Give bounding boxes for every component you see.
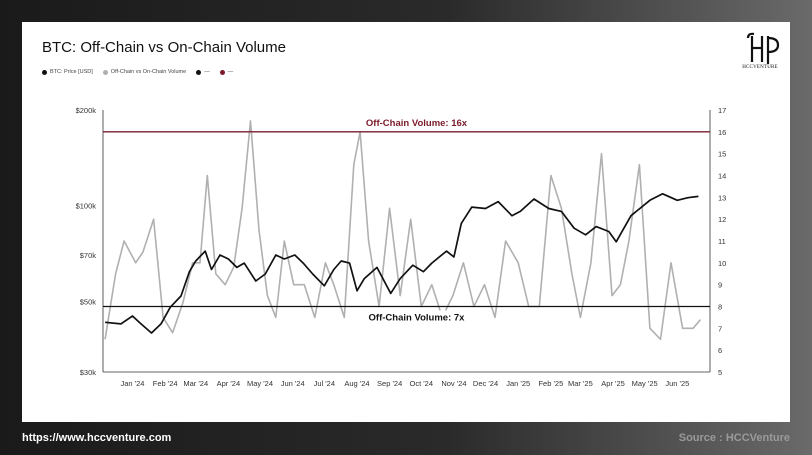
legend-item-price: BTC: Price [USD] [42, 69, 93, 75]
legend-swatch-price [42, 69, 47, 75]
x-tick-label: Jan '24 [121, 379, 145, 388]
legend-swatch-lower-ref [196, 69, 202, 75]
y-right-tick-label: 6 [718, 346, 722, 355]
legend-label-price: BTC: Price [USD] [50, 69, 93, 75]
x-tick-label: Mar '25 [568, 379, 593, 388]
y-right-tick-label: 14 [718, 172, 726, 181]
legend-label-lower-ref: — [204, 69, 210, 75]
x-tick-label: Sep '24 [377, 379, 402, 388]
legend-label-ratio: Off-Chain vs On-Chain Volume [110, 69, 187, 75]
y-right-tick-label: 5 [718, 368, 722, 377]
y-right-tick-label: 8 [718, 303, 722, 312]
legend-item-ratio: Off-Chain vs On-Chain Volume [102, 69, 187, 75]
series-line-volume-ratio [104, 120, 702, 341]
x-tick-label: Oct '24 [409, 379, 433, 388]
x-tick-label: Aug '24 [344, 379, 369, 388]
legend-item-upper-ref: — [219, 69, 234, 75]
y-right-tick-label: 7 [718, 324, 722, 333]
legend-swatch-ratio [102, 69, 108, 75]
legend-swatch-upper-ref [219, 69, 225, 75]
y-left-tick-label: $30k [80, 368, 97, 377]
x-tick-label: Mar '24 [183, 379, 208, 388]
y-right-tick-label: 15 [718, 150, 726, 159]
x-tick-label: Dec '24 [473, 379, 498, 388]
y-right-tick-label: 11 [718, 237, 726, 246]
y-right-tick-label: 10 [718, 259, 726, 268]
reference-label-7x: Off-Chain Volume: 7x [369, 313, 466, 324]
hccventure-logo-icon [746, 32, 780, 64]
series-line-btc-price [105, 192, 699, 334]
y-left-tick-label: $70k [80, 251, 97, 260]
x-tick-label: Nov '24 [441, 379, 466, 388]
logo-text: HCCVENTURE [742, 65, 778, 70]
y-left-tick-label: $50k [80, 297, 97, 306]
chart-plot: $30k $50k $70k $100k $200k 5 6 7 8 9 10 11 12 13 14 15 1… [76, 106, 727, 388]
y-right-tick-label: 9 [718, 281, 722, 290]
x-tick-label: May '25 [632, 379, 658, 388]
x-tick-label: Feb '25 [538, 379, 563, 388]
x-tick-label: Feb '24 [153, 379, 178, 388]
y-right-tick-label: 17 [718, 106, 726, 115]
y-right-tick-label: 16 [718, 128, 726, 137]
chart-card: BTC: Off-Chain vs On-Chain Volume HCCVEN… [22, 22, 790, 422]
legend-label-upper-ref: — [227, 69, 234, 75]
y-right-tick-label: 12 [718, 215, 726, 224]
y-right-tick-label: 13 [718, 193, 726, 202]
y-left-tick-label: $200k [76, 106, 97, 115]
reference-label-16x: Off-Chain Volume: 16x [366, 118, 468, 129]
reference-label-7x-bg [361, 310, 474, 324]
website-link[interactable]: https://www.hccventure.com [22, 432, 172, 444]
x-tick-label: Jun '24 [281, 379, 305, 388]
x-tick-label: Jan '25 [506, 379, 530, 388]
x-tick-label: Jun '25 [665, 379, 689, 388]
chart-legend: BTC: Price [USD] Off-Chain vs On-Chain V… [42, 69, 233, 75]
source-credit: Source : HCCVenture [678, 432, 790, 444]
x-tick-label: May '24 [247, 379, 273, 388]
chart-title: BTC: Off-Chain vs On-Chain Volume [42, 39, 286, 56]
x-tick-label: Apr '25 [601, 379, 625, 388]
y-left-tick-label: $100k [76, 202, 97, 211]
x-tick-label: Apr '24 [217, 379, 241, 388]
legend-item-lower-ref: — [196, 69, 210, 75]
x-tick-label: Jul '24 [314, 379, 335, 388]
